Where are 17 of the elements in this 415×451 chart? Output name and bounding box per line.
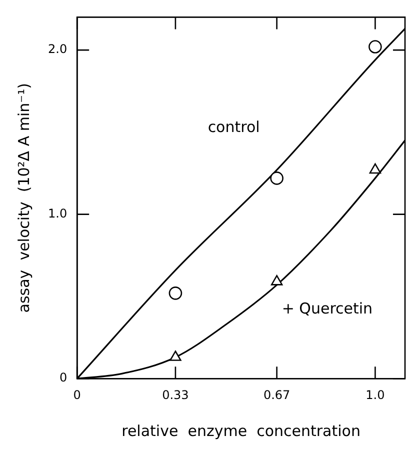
point: [170, 350, 182, 361]
x-axis-title: relative enzyme concentration: [122, 422, 360, 440]
series-label: + Quercetin: [282, 300, 373, 318]
y-tick-label: 1.0: [48, 206, 68, 220]
point: [369, 163, 382, 174]
point: [270, 275, 283, 286]
y-axis-title: assay velocity (10²Δ A min⁻¹): [14, 83, 33, 313]
x-tick-label: 0.67: [263, 388, 290, 402]
y-tick-label: 2.0: [48, 42, 68, 56]
point: [270, 172, 284, 185]
text: control: [208, 118, 260, 136]
x-tick-label: 0.33: [162, 388, 189, 402]
x-tick-label: 0: [73, 388, 81, 402]
y-tick-label: 0: [59, 370, 68, 385]
point: [368, 40, 382, 54]
point: [168, 286, 182, 300]
x-tick-label: 1.0: [366, 388, 385, 402]
